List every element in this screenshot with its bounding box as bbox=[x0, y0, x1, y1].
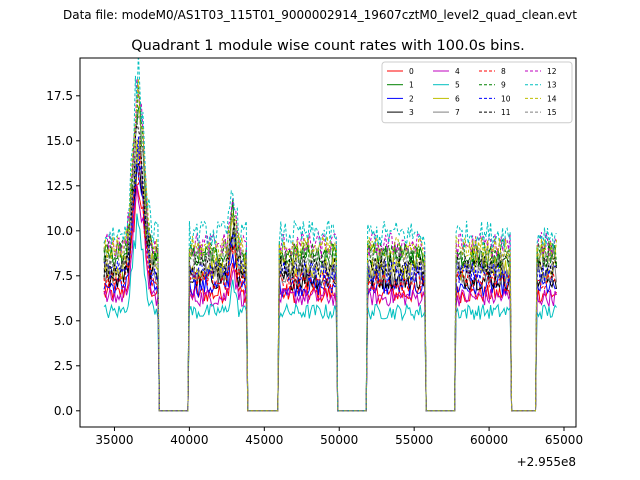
plot-frame bbox=[79, 57, 577, 428]
y-tick-label: 15.0 bbox=[46, 134, 73, 148]
legend-box bbox=[381, 61, 573, 124]
x-tick-label: 45000 bbox=[245, 433, 283, 447]
x-offset-label: +2.955e8 bbox=[517, 455, 576, 469]
legend-label-9: 9 bbox=[501, 81, 506, 90]
x-tick-label: 60000 bbox=[470, 433, 508, 447]
y-tick-label: 10.0 bbox=[46, 224, 73, 238]
x-tick-label: 35000 bbox=[95, 433, 133, 447]
legend-label-12: 12 bbox=[547, 67, 557, 76]
series-line-15 bbox=[103, 110, 557, 412]
series-line-12 bbox=[103, 78, 557, 412]
legend-label-6: 6 bbox=[455, 94, 460, 103]
legend-label-1: 1 bbox=[409, 81, 414, 90]
legend-label-10: 10 bbox=[501, 94, 511, 103]
y-tick-label: 2.5 bbox=[54, 359, 73, 373]
legend-label-8: 8 bbox=[501, 67, 506, 76]
series-line-14 bbox=[103, 78, 557, 412]
y-tick-label: 5.0 bbox=[54, 314, 73, 328]
chart-title: Quadrant 1 module wise count rates with … bbox=[131, 38, 525, 54]
y-tick-label: 12.5 bbox=[46, 179, 73, 193]
y-tick-label: 0.0 bbox=[54, 404, 73, 418]
series-line-9 bbox=[103, 86, 557, 412]
y-tick-label: 7.5 bbox=[54, 269, 73, 283]
x-axis: 35000 40000 45000 50000 55000 60000 65000 bbox=[95, 427, 583, 447]
figure-suptitle: Data file: modeM0/AS1T03_115T01_90000029… bbox=[63, 8, 577, 22]
legend-label-3: 3 bbox=[409, 108, 414, 117]
legend-label-2: 2 bbox=[409, 94, 414, 103]
y-tick-label: 17.5 bbox=[46, 89, 73, 103]
legend-label-13: 13 bbox=[547, 81, 557, 90]
legend-label-5: 5 bbox=[455, 81, 460, 90]
x-tick-label: 40000 bbox=[170, 433, 208, 447]
y-axis: 0.0 2.5 5.0 7.5 10.0 12.5 15.0 17.5 bbox=[46, 89, 80, 418]
legend-label-11: 11 bbox=[501, 108, 511, 117]
x-tick-label: 65000 bbox=[545, 433, 583, 447]
series-lines bbox=[103, 58, 557, 412]
legend-label-15: 15 bbox=[547, 108, 557, 117]
series-line-10 bbox=[103, 136, 557, 412]
legend-label-0: 0 bbox=[409, 67, 414, 76]
x-tick-label: 55000 bbox=[395, 433, 433, 447]
x-tick-label: 50000 bbox=[320, 433, 358, 447]
legend-label-14: 14 bbox=[547, 94, 557, 103]
legend-label-7: 7 bbox=[455, 108, 460, 117]
legend-label-4: 4 bbox=[455, 67, 460, 76]
